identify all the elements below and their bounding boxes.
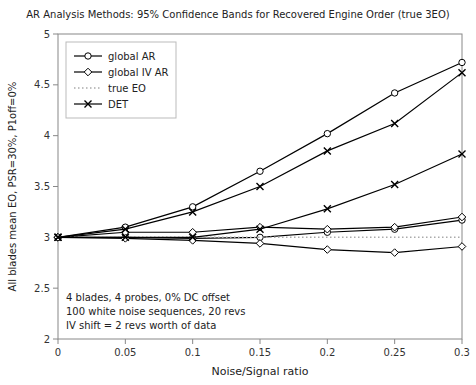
title: AR Analysis Methods: 95% Confidence Band…	[26, 9, 450, 20]
point	[189, 208, 196, 215]
y-tick	[53, 186, 58, 187]
y-tick-label: 2.5	[34, 283, 50, 294]
point	[458, 243, 466, 251]
legend-label: DET	[108, 99, 129, 110]
x-tick	[462, 339, 463, 344]
point	[458, 213, 466, 221]
y-tick-label: 4.5	[34, 79, 50, 90]
legend-marker	[85, 53, 91, 59]
x-tick-label: 0	[55, 347, 61, 358]
y-tick-label: 5	[44, 29, 50, 40]
x-tick-label: 0.25	[384, 347, 406, 358]
point	[324, 246, 332, 254]
point	[391, 120, 398, 127]
y-tick-label: 3	[44, 232, 50, 243]
x-tick	[58, 339, 59, 344]
point	[122, 234, 129, 241]
point	[459, 59, 465, 65]
point	[324, 205, 331, 212]
x-tick-label: 0.05	[114, 347, 136, 358]
legend-box	[66, 42, 176, 118]
y-tick	[53, 288, 58, 289]
point	[257, 183, 264, 190]
legend-marker	[84, 68, 92, 76]
x-tick	[192, 339, 193, 344]
point	[391, 90, 397, 96]
x-tick	[394, 339, 395, 344]
point	[122, 226, 129, 233]
x-axis-label: Noise/Signal ratio	[212, 365, 309, 378]
legend: global AR global IV AR true EO DET	[66, 42, 176, 118]
point	[391, 249, 399, 257]
point	[391, 181, 398, 188]
legend-swatch	[74, 87, 102, 89]
x-tick-label: 0.2	[319, 347, 335, 358]
x-tick-label: 0.15	[249, 347, 271, 358]
point	[324, 225, 332, 233]
plot-frame	[58, 34, 462, 339]
band-line	[58, 217, 462, 237]
y-tick	[53, 84, 58, 85]
legend-label: global IV AR	[108, 67, 168, 78]
y-tick-label: 3.5	[34, 181, 50, 192]
band-line	[58, 62, 462, 237]
x-tick-label: 0.1	[185, 347, 201, 358]
chart: AR Analysis Methods: 95% Confidence Band…	[0, 0, 476, 385]
point	[55, 234, 62, 241]
point	[257, 226, 264, 233]
y-tick	[53, 135, 58, 136]
band-line	[58, 154, 462, 237]
point	[189, 234, 196, 241]
point	[122, 235, 130, 243]
x-tick-label: 0.3	[454, 347, 470, 358]
legend-marker	[85, 101, 92, 108]
point	[459, 69, 466, 76]
legend-label: true EO	[108, 83, 146, 94]
data-area	[54, 59, 466, 256]
point	[257, 168, 263, 174]
annotation: 100 white noise sequences, 20 revs	[66, 306, 245, 317]
x-tick	[260, 339, 261, 344]
y-axis-label: All blades mean EO, PSR=30%, P1off=0%	[7, 82, 18, 292]
y-tick-label: 2	[44, 334, 50, 345]
point	[391, 223, 399, 231]
point	[256, 240, 264, 248]
annotation: 4 blades, 4 probes, 0% DC offset	[66, 292, 230, 303]
y-tick-label: 4	[44, 130, 50, 141]
point	[324, 147, 331, 154]
legend-label: global AR	[108, 51, 156, 62]
point	[459, 150, 466, 157]
y-tick	[53, 339, 58, 340]
point	[324, 130, 330, 136]
x-tick	[125, 339, 126, 344]
x-tick	[327, 339, 328, 344]
band-line	[58, 237, 462, 252]
annotation: IV shift = 2 revs worth of data	[66, 320, 216, 331]
y-tick	[53, 34, 58, 35]
